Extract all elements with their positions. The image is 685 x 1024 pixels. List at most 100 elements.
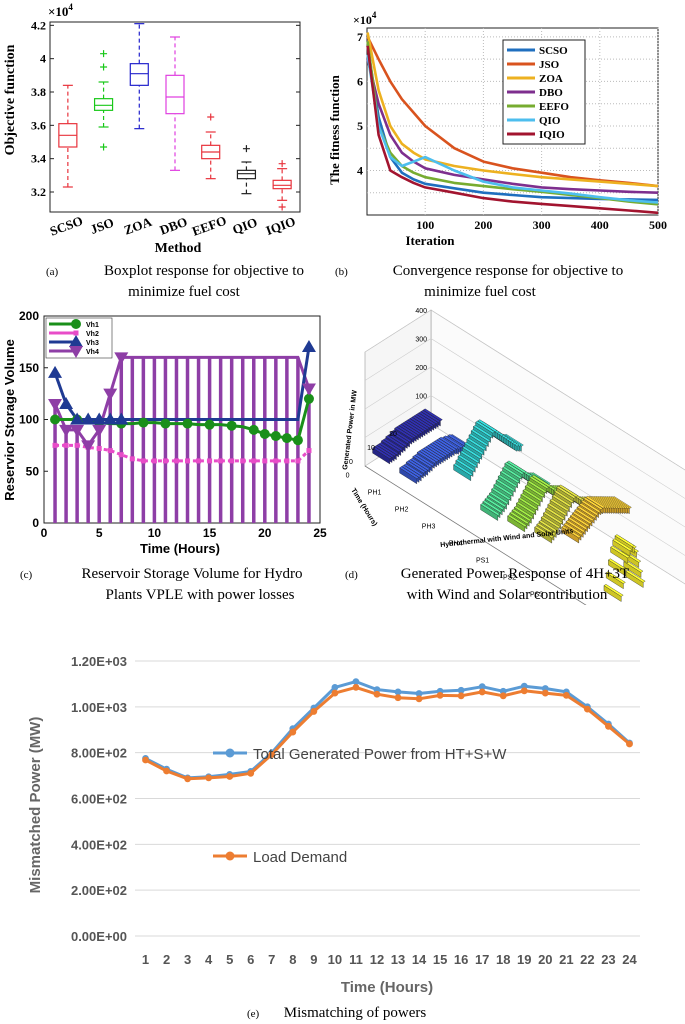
marker-vh2 bbox=[162, 458, 168, 464]
marker-vh2 bbox=[251, 458, 257, 464]
bar-top bbox=[565, 519, 586, 533]
x-tick-label: 15 bbox=[203, 526, 217, 540]
marker-vh3 bbox=[103, 412, 118, 425]
marker-vh4 bbox=[301, 383, 316, 396]
bar-top bbox=[536, 522, 557, 536]
z-axis-label: Generated Power in MW bbox=[342, 389, 359, 470]
bar-top bbox=[524, 484, 545, 498]
x-tick-label: 19 bbox=[517, 952, 531, 967]
x-tick-label: 10 bbox=[148, 526, 162, 540]
series-line-generated bbox=[144, 680, 631, 780]
bar-top bbox=[381, 439, 401, 453]
x-tick-label: 500 bbox=[649, 218, 667, 232]
series-line-zoa bbox=[366, 32, 659, 188]
bar-top bbox=[443, 435, 464, 449]
bar-top bbox=[518, 497, 539, 510]
legend-marker bbox=[225, 851, 235, 861]
box-dbo bbox=[165, 74, 185, 115]
x-tick-label: 3 bbox=[184, 952, 191, 967]
bar-top bbox=[608, 558, 628, 572]
y-tick-label: 50 bbox=[26, 464, 40, 478]
bar-top bbox=[563, 522, 584, 536]
bar-top bbox=[545, 507, 566, 520]
x-tick-label: 200 bbox=[474, 218, 492, 232]
y-tick-label: 7 bbox=[357, 30, 363, 44]
bar-top bbox=[497, 474, 518, 488]
bar-top bbox=[493, 483, 514, 496]
bar-top bbox=[581, 500, 601, 513]
data-point bbox=[415, 690, 423, 697]
z-tick-label: 300 bbox=[415, 337, 427, 344]
caption-line-2: minimize fuel cost bbox=[128, 284, 240, 300]
x-tick-label: 300 bbox=[533, 218, 551, 232]
bar-top bbox=[605, 571, 626, 584]
marker-vh2 bbox=[185, 458, 191, 464]
y-tick-label: 20 bbox=[389, 431, 397, 438]
mismatch-chart: 0.00E+00 2.00E+02 4.00E+02 6.00E+02 8.00E+02… bbox=[27, 654, 640, 1021]
legend-label: SCSO bbox=[539, 45, 568, 57]
y-tick-label: 150 bbox=[19, 361, 39, 375]
data-point bbox=[562, 691, 570, 699]
bar-top bbox=[543, 511, 563, 525]
y-axis-label: Mismatched Power (MW) bbox=[27, 717, 44, 894]
panel-b: ×104 100 200 300 400 500 4 5 6 7 SCSO JSO ZOA DBO EEF… bbox=[325, 0, 685, 300]
panel-a: ×104 3.2 3.4 3.6 3.8 4 4.2 SCSO JSO ZOA DBO EEFO QI… bbox=[0, 0, 345, 300]
legend-label: Vh3 bbox=[86, 340, 99, 347]
data-point bbox=[478, 688, 486, 696]
x-tick-label: PS1 bbox=[476, 557, 489, 564]
outlier-marker bbox=[100, 50, 108, 58]
marker-vh4 bbox=[70, 424, 85, 437]
bar-top bbox=[489, 491, 509, 505]
x-tick-label: SCSO bbox=[48, 213, 85, 239]
x-tick-label: 21 bbox=[559, 952, 573, 967]
x-tick-label: 5 bbox=[96, 526, 103, 540]
bar-top bbox=[414, 414, 434, 427]
bar-top bbox=[423, 446, 444, 460]
marker-vh4 bbox=[48, 398, 63, 411]
bar-top bbox=[549, 498, 570, 512]
x-tick-label: 6 bbox=[247, 952, 254, 967]
y-tick-label: 1.20E+03 bbox=[71, 654, 127, 669]
bar-top bbox=[416, 450, 437, 464]
data-point bbox=[583, 705, 591, 713]
bar-top bbox=[480, 503, 501, 516]
bar-top bbox=[578, 502, 599, 516]
legend-label: Load Demand bbox=[253, 849, 347, 866]
bar-top bbox=[484, 497, 505, 510]
marker-vh2 bbox=[229, 458, 235, 464]
data-point bbox=[457, 686, 465, 694]
x-tick-label: 2 bbox=[163, 952, 170, 967]
x-tick-label: PS2 bbox=[503, 574, 516, 581]
series-line-iqio bbox=[366, 45, 659, 215]
data-point bbox=[457, 692, 465, 700]
data-point bbox=[626, 740, 633, 748]
bar-top bbox=[427, 443, 448, 457]
box-zoa bbox=[129, 63, 149, 86]
x-tick-label: 15 bbox=[433, 952, 447, 967]
legend-label: Vh2 bbox=[86, 331, 99, 338]
data-point bbox=[331, 683, 339, 691]
marker-vh4 bbox=[81, 440, 96, 453]
data-point bbox=[520, 687, 528, 695]
bar-top bbox=[372, 446, 393, 460]
caption-tag: (a) bbox=[46, 266, 59, 278]
legend-marker bbox=[225, 748, 235, 758]
x-tick-label: 22 bbox=[580, 952, 594, 967]
z-tick-label: 200 bbox=[415, 365, 427, 372]
bar-top bbox=[527, 480, 547, 493]
data-point bbox=[478, 683, 486, 691]
marker-vh2 bbox=[74, 442, 80, 448]
marker-vh2 bbox=[196, 458, 202, 464]
x-tick-label: 13 bbox=[391, 952, 405, 967]
marker-vh2 bbox=[118, 452, 124, 458]
bar-top bbox=[396, 425, 417, 438]
caption-tag: (d) bbox=[345, 569, 358, 581]
bar-top bbox=[477, 419, 498, 432]
marker-vh2 bbox=[140, 458, 146, 464]
grid-line bbox=[364, 366, 685, 528]
bar-top bbox=[422, 408, 443, 422]
grid-line bbox=[364, 338, 685, 499]
x-tick-label: 11 bbox=[349, 952, 363, 967]
marker-vh1 bbox=[182, 418, 193, 429]
bar-top bbox=[408, 459, 428, 472]
